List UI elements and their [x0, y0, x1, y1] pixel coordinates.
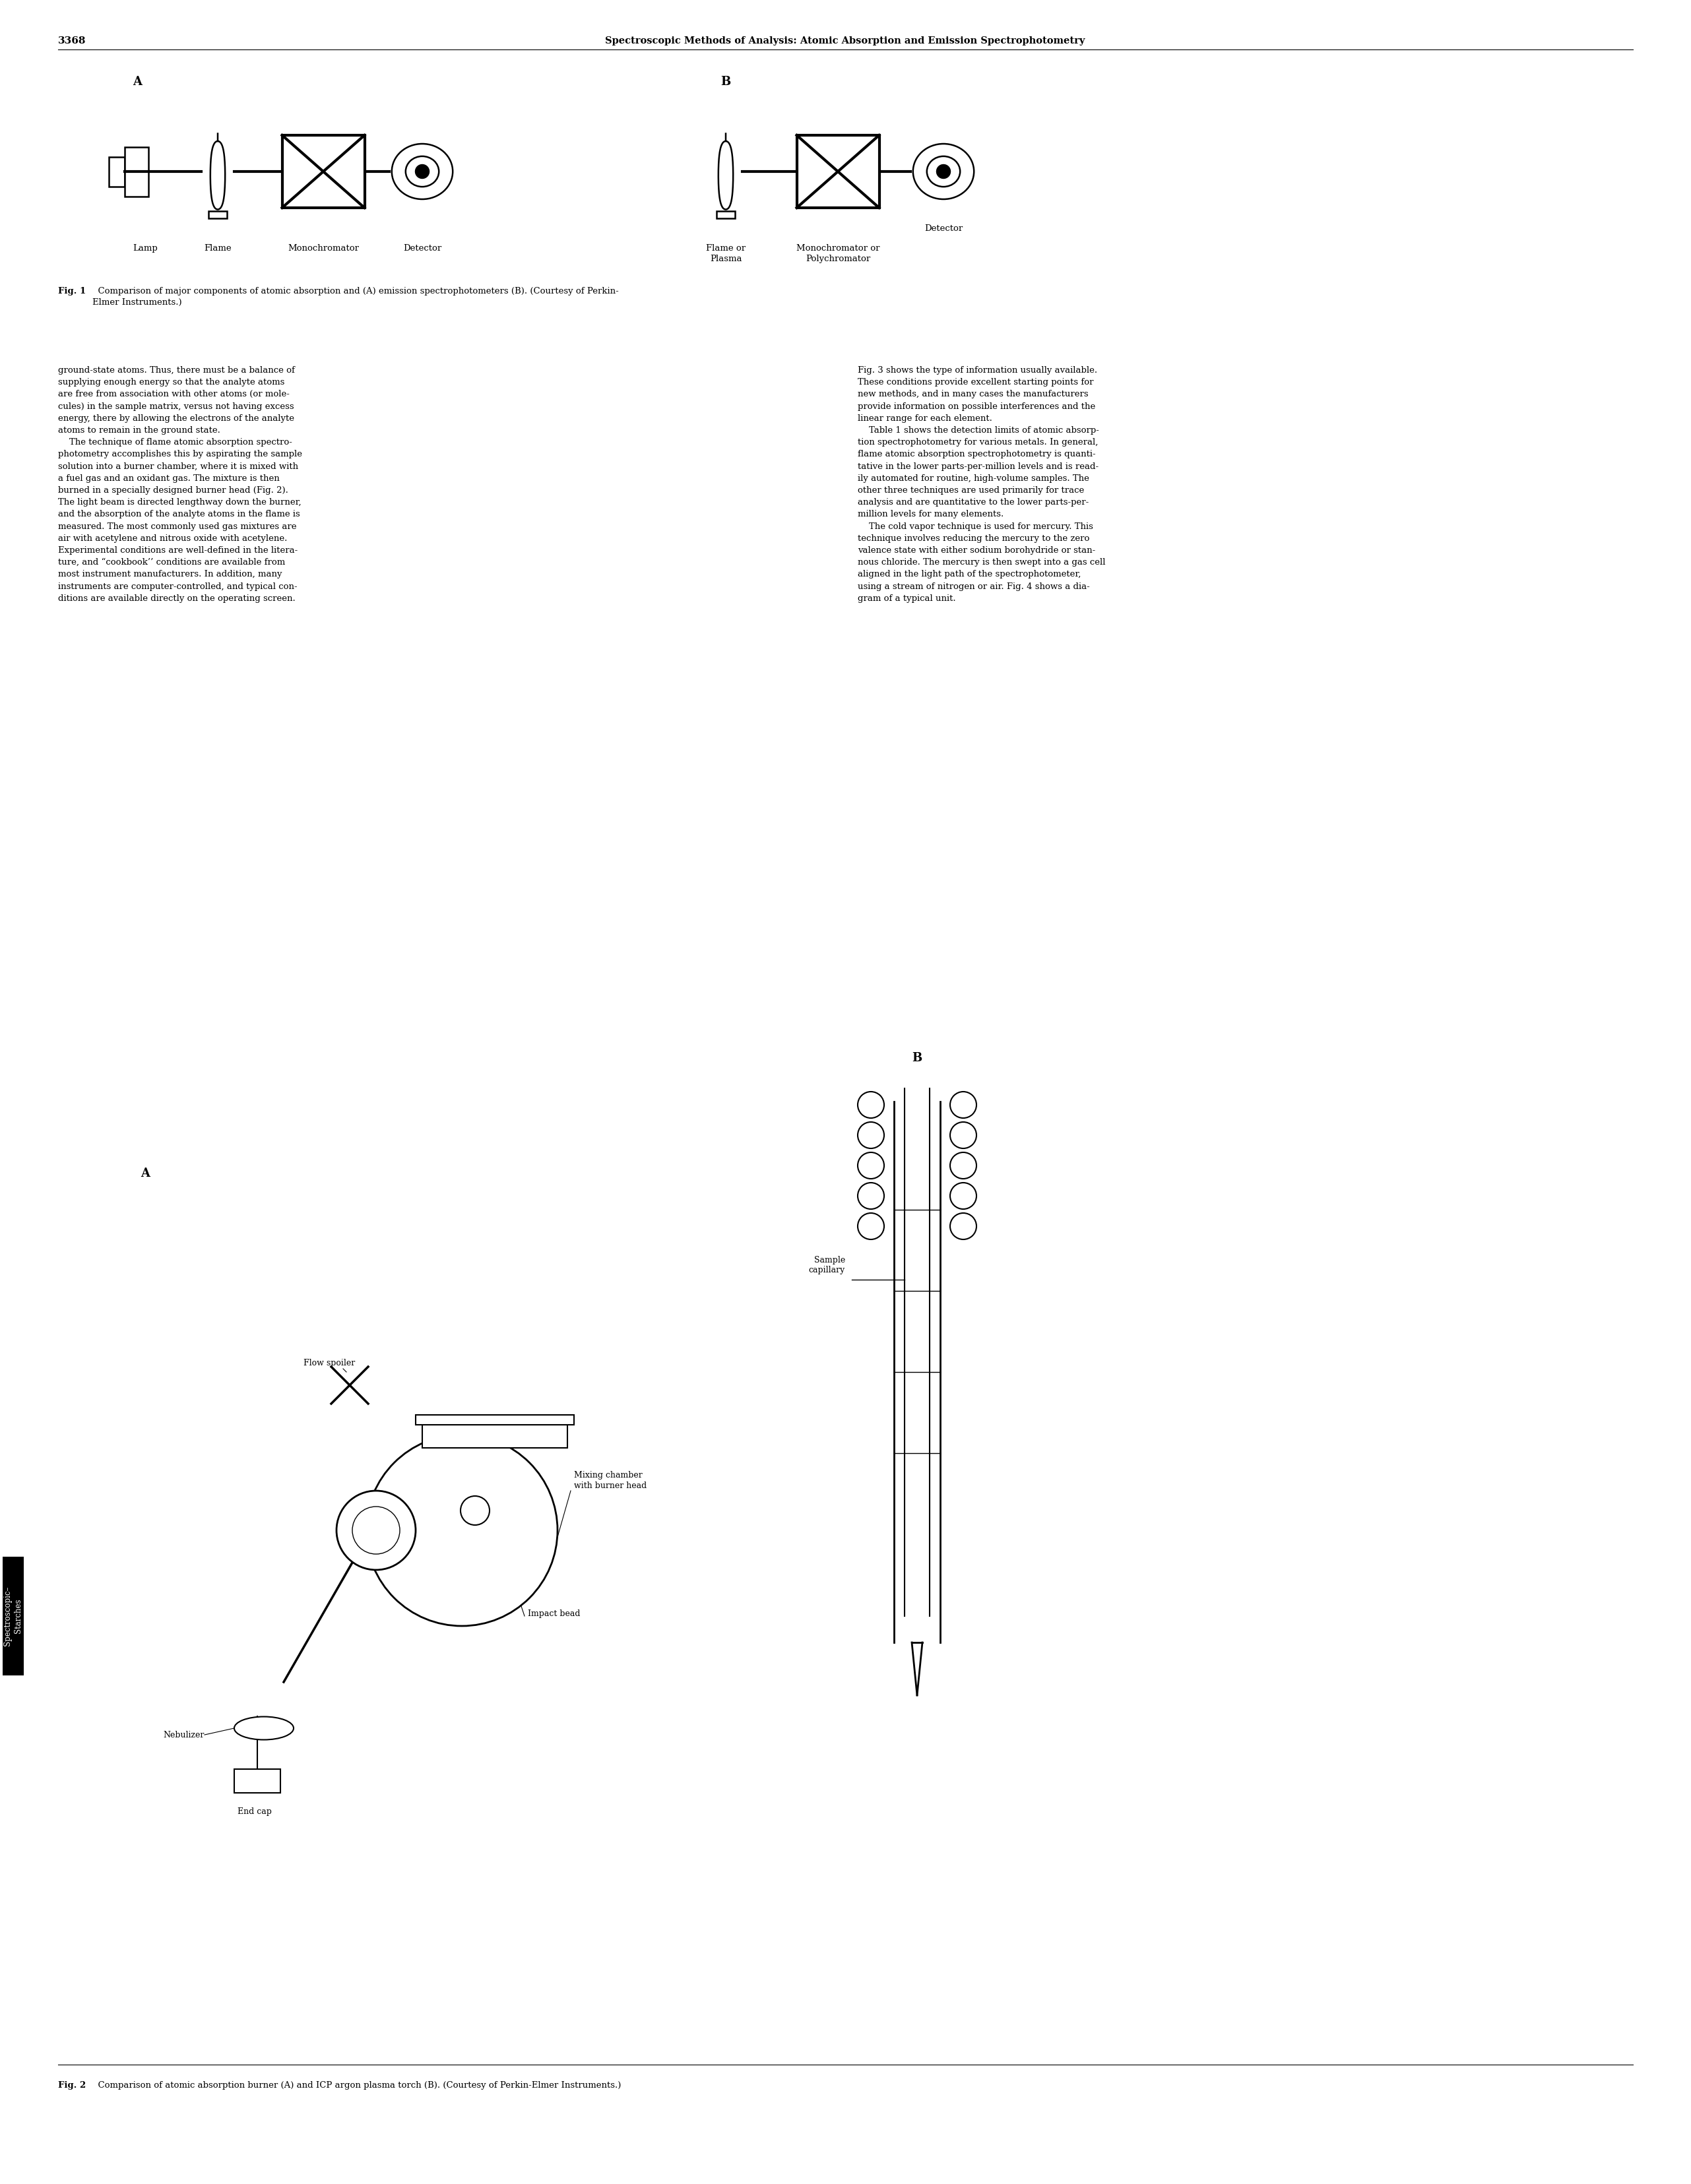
Bar	[208, 212, 227, 218]
Text: Fig. 3 shows the type of information usually available.
These conditions provide: Fig. 3 shows the type of information usu…	[857, 367, 1106, 603]
Text: Flame: Flame	[205, 245, 232, 253]
Bar	[416, 1415, 573, 1424]
Text: Impact bead: Impact bead	[528, 1610, 580, 1618]
Circle shape	[367, 1435, 558, 1625]
Text: Flame or
Plasma: Flame or Plasma	[705, 245, 746, 264]
Text: Comparison of major components of atomic absorption and (A) emission spectrophot: Comparison of major components of atomic…	[93, 286, 619, 306]
Text: A: A	[140, 1168, 150, 1179]
Bar	[108, 157, 125, 186]
Circle shape	[937, 164, 950, 179]
Text: A: A	[132, 76, 142, 87]
Ellipse shape	[235, 1717, 294, 1741]
Text: Detector: Detector	[925, 225, 962, 234]
Text: ground-state atoms. Thus, there must be a balance of
supplying enough energy so : ground-state atoms. Thus, there must be …	[57, 367, 303, 603]
Text: Fig. 2: Fig. 2	[57, 2081, 86, 2090]
Bar	[423, 1424, 568, 1448]
Text: Comparison of atomic absorption burner (A) and ICP argon plasma torch (B). (Cour: Comparison of atomic absorption burner (…	[93, 2081, 621, 2090]
Text: B: B	[911, 1053, 922, 1064]
Ellipse shape	[927, 157, 960, 188]
Text: Flow spoiler: Flow spoiler	[303, 1358, 355, 1367]
Text: Mixing chamber
with burner head: Mixing chamber with burner head	[573, 1472, 646, 1489]
Ellipse shape	[392, 144, 453, 199]
Text: Sample
capillary: Sample capillary	[808, 1256, 846, 1275]
Text: Detector: Detector	[402, 245, 441, 253]
Text: End cap: End cap	[237, 1808, 272, 1815]
Bar	[796, 135, 879, 207]
Text: Monochromator or
Polychromator: Monochromator or Polychromator	[796, 245, 879, 264]
Bar	[282, 135, 365, 207]
Circle shape	[337, 1492, 416, 1570]
Text: 3368: 3368	[57, 37, 86, 46]
Text: Spectroscopic Methods of Analysis: Atomic Absorption and Emission Spectrophotome: Spectroscopic Methods of Analysis: Atomi…	[605, 37, 1086, 46]
Bar	[717, 212, 736, 218]
Text: B: B	[720, 76, 731, 87]
Circle shape	[460, 1496, 490, 1524]
Text: Fig. 1: Fig. 1	[57, 286, 86, 295]
Text: Nebulizer: Nebulizer	[164, 1730, 205, 1738]
Circle shape	[416, 164, 430, 179]
Ellipse shape	[406, 157, 440, 188]
Text: Lamp: Lamp	[132, 245, 157, 253]
Bar	[3, 1557, 24, 1675]
Ellipse shape	[913, 144, 974, 199]
Text: Spectroscopic–
Starches: Spectroscopic– Starches	[3, 1586, 22, 1647]
Bar	[235, 1769, 281, 1793]
Text: Monochromator: Monochromator	[287, 245, 358, 253]
Bar	[367, 1518, 386, 1544]
Bar	[125, 146, 149, 197]
Circle shape	[352, 1507, 399, 1555]
